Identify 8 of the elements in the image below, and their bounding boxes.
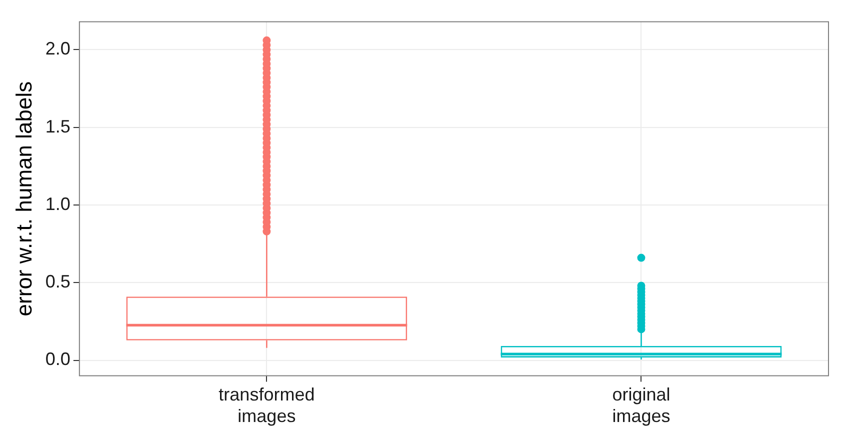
- y-axis-title: error w.r.t. human labels: [11, 81, 36, 316]
- y-tick-label: 2.0: [45, 38, 70, 59]
- y-tick-label: 0.5: [45, 272, 70, 292]
- y-tick-label: 1.5: [45, 116, 70, 136]
- y-tick-label: 1.0: [45, 194, 70, 214]
- x-tick-label: transformed images: [218, 384, 315, 426]
- x-tick-label: original images: [612, 384, 670, 426]
- y-tick-label: 0.0: [45, 349, 70, 370]
